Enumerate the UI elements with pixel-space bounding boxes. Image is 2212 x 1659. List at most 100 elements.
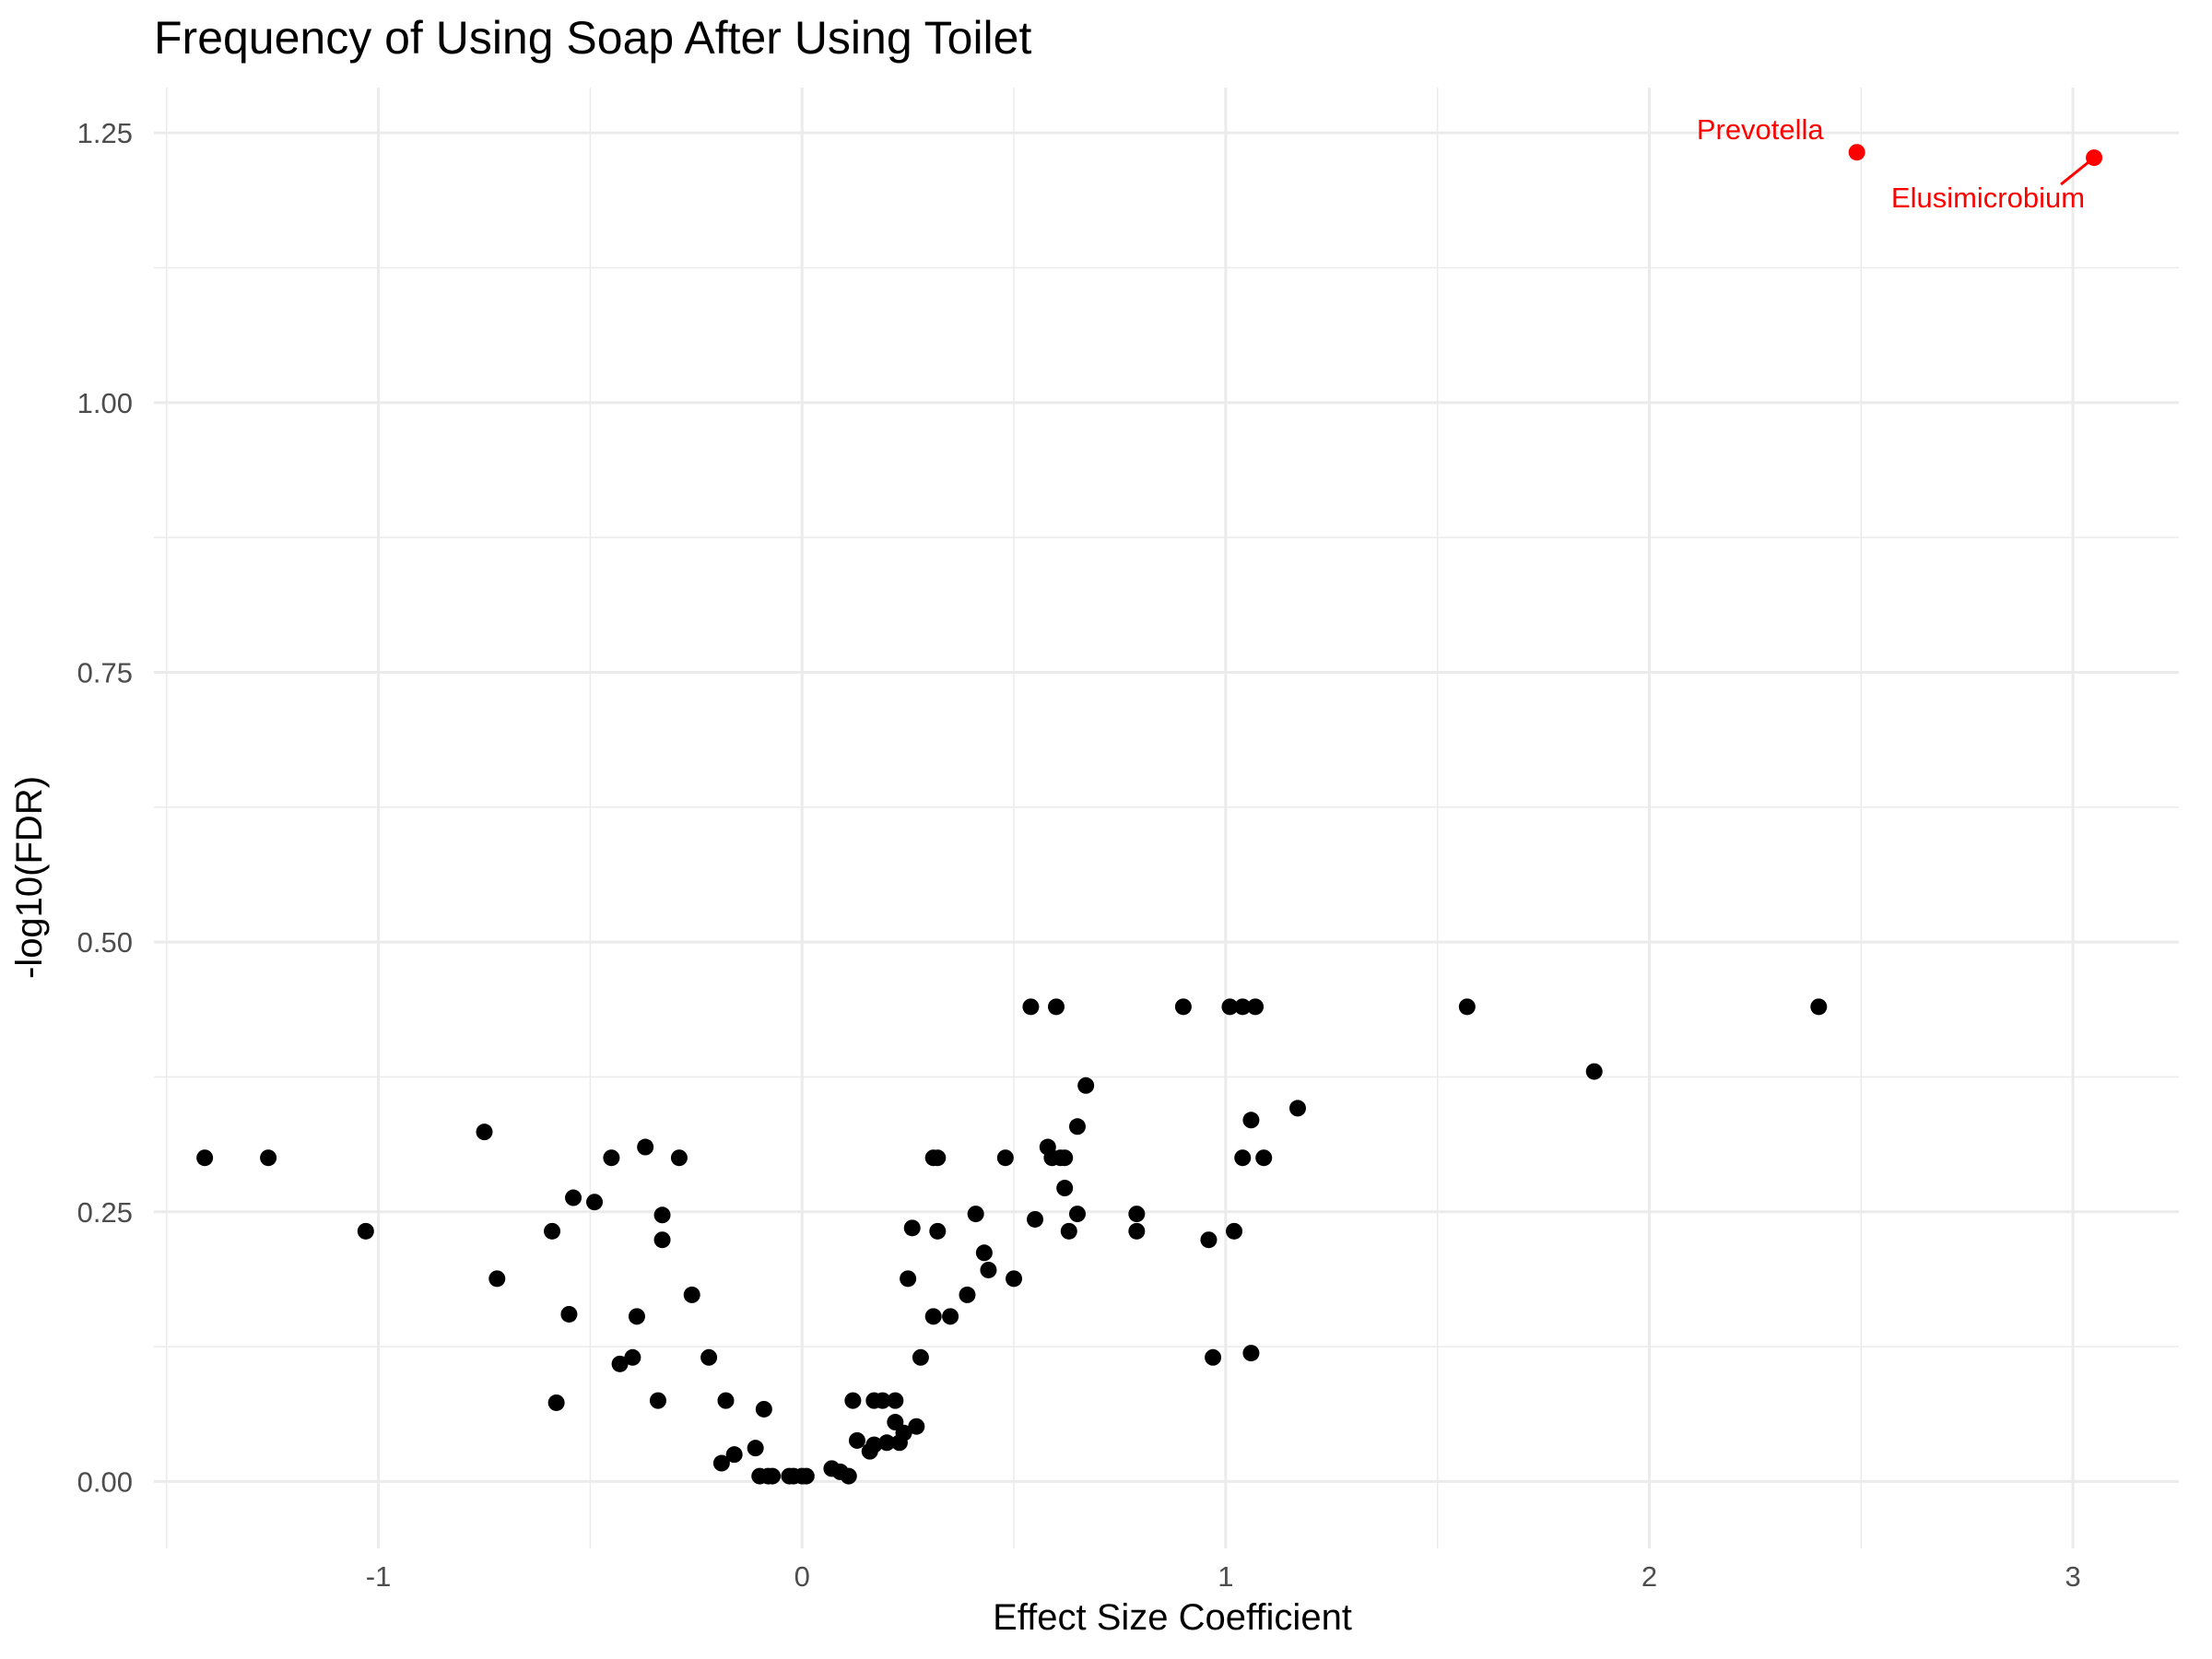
data-point-81 bbox=[1234, 998, 1252, 1016]
data-point-24 bbox=[747, 1440, 764, 1457]
data-point-12 bbox=[624, 1348, 641, 1366]
data-point-88 bbox=[1458, 998, 1476, 1016]
data-point-73 bbox=[1077, 1077, 1095, 1094]
highlighted-point-label-0: Prevotella bbox=[1697, 113, 1825, 146]
y-tick-label-0: 0.00 bbox=[77, 1465, 133, 1498]
data-point-28 bbox=[764, 1467, 782, 1485]
data-point-76 bbox=[1174, 998, 1192, 1016]
data-point-41 bbox=[874, 1392, 891, 1409]
data-points bbox=[196, 998, 1828, 1485]
data-point-75 bbox=[1128, 1222, 1146, 1240]
data-point-22 bbox=[725, 1446, 743, 1464]
data-point-60 bbox=[996, 1149, 1014, 1167]
data-point-87 bbox=[1288, 1100, 1306, 1117]
data-point-69 bbox=[1056, 1180, 1074, 1197]
x-tick-label-1: 0 bbox=[794, 1560, 810, 1593]
data-point-25 bbox=[755, 1400, 772, 1418]
data-point-78 bbox=[1205, 1348, 1222, 1366]
data-point-77 bbox=[1200, 1231, 1218, 1249]
data-point-68 bbox=[1056, 1149, 1074, 1167]
data-point-84 bbox=[1242, 1345, 1260, 1362]
data-point-79 bbox=[1221, 998, 1239, 1016]
data-point-63 bbox=[1027, 1210, 1044, 1228]
data-point-23 bbox=[712, 1454, 730, 1472]
y-tick-label-5: 1.25 bbox=[77, 117, 133, 149]
y-tick-label-4: 1.00 bbox=[77, 387, 133, 419]
data-point-85 bbox=[1247, 998, 1265, 1016]
data-point-18 bbox=[670, 1149, 688, 1167]
minor-gridlines bbox=[154, 88, 2179, 1548]
chart-title: Frequency of Using Soap After Using Toil… bbox=[154, 12, 1031, 64]
data-point-58 bbox=[975, 1244, 993, 1262]
data-point-74 bbox=[1128, 1206, 1146, 1223]
data-point-46 bbox=[895, 1424, 912, 1441]
data-point-8 bbox=[565, 1189, 582, 1206]
data-point-50 bbox=[912, 1348, 929, 1366]
data-point-86 bbox=[1255, 1149, 1273, 1167]
data-point-83 bbox=[1242, 1112, 1260, 1129]
x-axis-title: Effect Size Coefficient bbox=[993, 1597, 1352, 1638]
data-point-71 bbox=[1068, 1118, 1086, 1135]
highlighted-point-label-1: Elusimicrobium bbox=[1891, 182, 2085, 214]
data-point-47 bbox=[900, 1270, 917, 1288]
major-gridlines bbox=[154, 88, 2179, 1548]
data-point-48 bbox=[903, 1219, 921, 1237]
data-point-14 bbox=[637, 1138, 654, 1156]
x-tick-label-2: 1 bbox=[1218, 1560, 1233, 1593]
data-point-1 bbox=[260, 1149, 277, 1167]
x-tick-label-3: 2 bbox=[1641, 1560, 1657, 1593]
data-point-40 bbox=[865, 1436, 883, 1453]
data-point-42 bbox=[878, 1434, 896, 1452]
data-point-89 bbox=[1585, 1063, 1603, 1080]
highlighted-point-1 bbox=[2086, 149, 2103, 167]
x-tick-label-0: -1 bbox=[366, 1560, 392, 1593]
data-point-57 bbox=[967, 1206, 984, 1223]
data-point-49 bbox=[908, 1418, 925, 1435]
data-point-3 bbox=[476, 1124, 493, 1141]
data-point-66 bbox=[1047, 998, 1065, 1016]
data-point-53 bbox=[924, 1308, 942, 1325]
data-point-0 bbox=[196, 1149, 214, 1167]
data-point-11 bbox=[611, 1355, 629, 1372]
highlighted-point-0 bbox=[1848, 144, 1865, 161]
data-point-17 bbox=[653, 1231, 671, 1249]
highlighted-points: Prevotella Elusimicrobium bbox=[1697, 113, 2103, 214]
data-point-32 bbox=[797, 1467, 815, 1485]
data-point-59 bbox=[980, 1261, 997, 1278]
data-point-13 bbox=[628, 1308, 645, 1325]
data-point-21 bbox=[717, 1392, 735, 1409]
data-point-43 bbox=[887, 1392, 904, 1409]
data-point-56 bbox=[959, 1286, 976, 1303]
y-tick-label-2: 0.50 bbox=[77, 926, 133, 959]
data-point-62 bbox=[1022, 998, 1040, 1016]
data-point-80 bbox=[1226, 1222, 1243, 1240]
data-point-20 bbox=[700, 1348, 718, 1366]
data-point-54 bbox=[929, 1222, 947, 1240]
data-point-2 bbox=[357, 1222, 374, 1240]
data-point-55 bbox=[942, 1308, 959, 1325]
data-point-4 bbox=[488, 1270, 506, 1288]
x-axis-ticks: -1 0 1 2 3 bbox=[366, 1560, 2081, 1593]
y-axis-title: -log10(FDR) bbox=[9, 776, 50, 979]
data-point-6 bbox=[547, 1394, 565, 1411]
x-tick-label-4: 3 bbox=[2065, 1560, 2080, 1593]
data-point-15 bbox=[649, 1392, 666, 1409]
data-point-19 bbox=[683, 1286, 700, 1303]
data-point-16 bbox=[653, 1206, 671, 1224]
data-point-52 bbox=[929, 1149, 947, 1167]
data-point-70 bbox=[1060, 1222, 1077, 1240]
data-point-72 bbox=[1068, 1206, 1086, 1223]
data-point-82 bbox=[1234, 1149, 1252, 1167]
data-point-5 bbox=[544, 1222, 561, 1240]
data-point-90 bbox=[1810, 998, 1828, 1016]
data-point-37 bbox=[848, 1431, 865, 1449]
y-axis-ticks: 0.00 0.25 0.50 0.75 1.00 1.25 bbox=[77, 117, 133, 1498]
data-point-9 bbox=[586, 1194, 604, 1211]
data-point-35 bbox=[840, 1467, 857, 1485]
y-tick-label-1: 0.25 bbox=[77, 1196, 133, 1229]
data-point-10 bbox=[603, 1149, 620, 1167]
y-tick-label-3: 0.75 bbox=[77, 656, 133, 688]
data-point-36 bbox=[844, 1392, 862, 1409]
data-point-7 bbox=[560, 1305, 578, 1323]
